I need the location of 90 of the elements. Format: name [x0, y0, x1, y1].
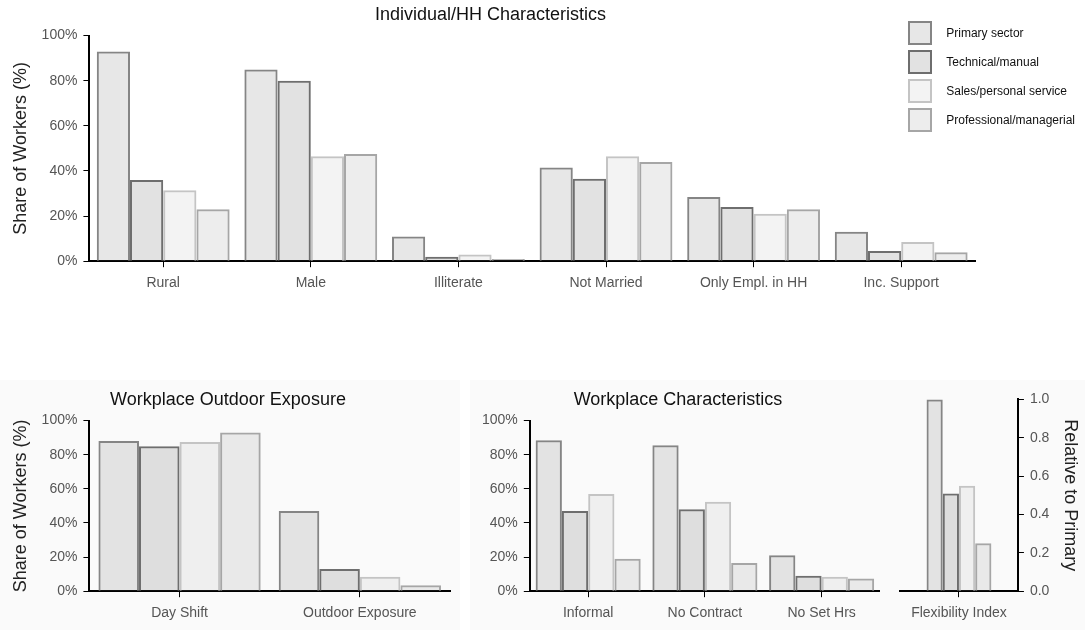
y-tick-label: 100%	[41, 411, 78, 428]
bar	[786, 209, 821, 261]
x-tick-label: Day Shift	[151, 604, 209, 621]
bar	[847, 578, 875, 591]
x-tick-label: Male	[295, 274, 327, 291]
y-tick-label: 80%	[49, 71, 78, 88]
legend-label: Primary sector	[946, 25, 1024, 40]
y-tick-label: 60%	[489, 479, 518, 496]
bar	[535, 440, 562, 591]
x-tick-label: Informal	[562, 604, 614, 621]
bar	[867, 251, 902, 261]
bar	[138, 446, 180, 591]
bar	[344, 154, 378, 261]
bar	[975, 543, 992, 591]
y2-tick-label: 0.8	[1029, 428, 1050, 445]
bar	[942, 493, 959, 591]
y-tick-label: 40%	[49, 513, 78, 530]
y-axis-title: Share of Workers (%)	[9, 62, 30, 235]
bar	[163, 190, 197, 261]
y-tick-label: 100%	[481, 411, 518, 428]
y-axis-title: Share of Workers (%)	[9, 419, 30, 593]
bar	[539, 167, 573, 261]
bar	[319, 569, 360, 591]
x-tick-label: Flexibility Index	[911, 604, 1007, 621]
y-tick-label: 40%	[489, 513, 518, 530]
y2-tick-label: 0.6	[1029, 466, 1050, 483]
bar	[179, 441, 221, 591]
y-tick-label: 20%	[49, 547, 78, 564]
bar	[678, 509, 705, 591]
y2-tick-label: 0.0	[1029, 582, 1050, 599]
legend-label: Professional/managerial	[946, 112, 1075, 127]
y-tick-label: 60%	[49, 479, 78, 496]
bar	[391, 236, 426, 261]
bar	[359, 576, 401, 591]
bar	[834, 231, 868, 261]
bar	[278, 511, 320, 591]
bar	[753, 213, 787, 261]
bar	[639, 161, 673, 261]
x-tick-label: Rural	[146, 274, 180, 291]
y-tick-label: 80%	[49, 445, 78, 462]
x-tick-label: Not Married	[569, 274, 643, 291]
bar	[687, 196, 721, 261]
y-tick-label: 60%	[49, 116, 78, 133]
bar	[458, 254, 492, 261]
x-tick-label: No Contract	[667, 604, 743, 621]
bar	[614, 558, 641, 591]
bar	[958, 485, 976, 591]
bar	[130, 179, 164, 261]
bar	[731, 563, 758, 591]
bar	[561, 511, 589, 591]
x-tick-label: Only Empl. in HH	[699, 274, 808, 291]
bar	[934, 252, 968, 261]
bar	[652, 445, 679, 591]
y-tick-label: 0%	[497, 582, 518, 599]
y-tick-label: 100%	[41, 26, 78, 43]
y-tick-label: 40%	[49, 161, 78, 178]
y-tick-label: 20%	[489, 547, 518, 564]
y-tick-label: 80%	[489, 445, 518, 462]
bar	[704, 501, 732, 591]
x-tick-label: No Set Hrs	[787, 604, 856, 621]
y-tick-label: 0%	[57, 252, 78, 269]
bar	[220, 432, 261, 591]
chart-title: Individual/HH Characteristics	[374, 3, 607, 24]
y2-tick-label: 1.0	[1029, 390, 1050, 407]
bar	[277, 80, 311, 261]
y2-axis-title: Relative to Primary	[1061, 419, 1082, 572]
x-tick-label: Illiterate	[433, 274, 484, 291]
bar	[96, 51, 130, 261]
y2-tick-label: 0.2	[1029, 543, 1050, 560]
x-tick-label: Outdoor Exposure	[303, 604, 417, 621]
y2-tick-label: 0.4	[1029, 505, 1050, 522]
chart-title: Workplace Outdoor Exposure	[110, 388, 346, 409]
y-tick-label: 20%	[49, 206, 78, 223]
bar	[196, 209, 230, 261]
chart-title: Workplace Characteristics	[573, 388, 783, 409]
y-tick-label: 0%	[57, 582, 78, 599]
bar	[720, 207, 754, 261]
x-tick-label: Inc. Support	[863, 274, 940, 291]
legend-label: Sales/personal service	[946, 83, 1067, 98]
bar	[901, 242, 935, 261]
bar	[606, 156, 640, 261]
bar	[821, 576, 848, 591]
bar	[769, 555, 796, 591]
bar	[795, 575, 822, 591]
legend-label: Technical/manual	[946, 54, 1039, 69]
bar	[98, 441, 139, 591]
bar	[244, 69, 278, 261]
bar	[572, 178, 606, 261]
bar	[588, 493, 615, 591]
bar	[310, 156, 345, 261]
